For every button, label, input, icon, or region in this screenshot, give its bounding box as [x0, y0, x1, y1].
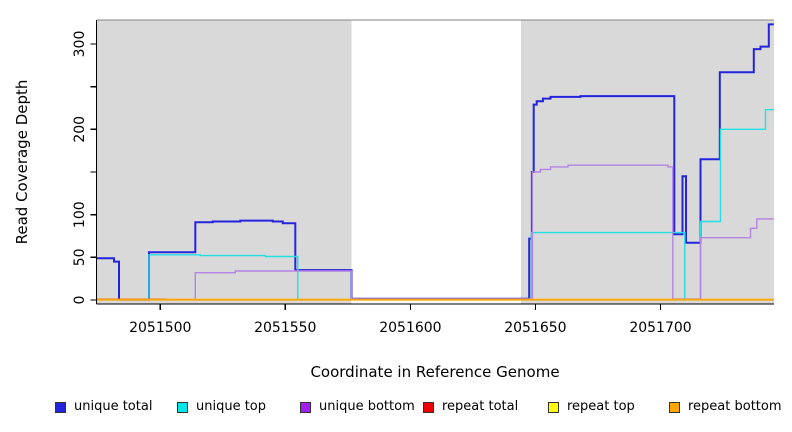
y-tick-label-50: 50 — [72, 248, 88, 266]
y-tick-label-0: 0 — [72, 296, 88, 305]
legend-label: repeat total — [442, 399, 519, 414]
series-unique-bottom — [96, 164, 774, 301]
x-tick-label-2051650: 2051650 — [504, 320, 566, 336]
legend-swatch-repeat-top — [548, 401, 559, 413]
x-tick-label-2051500: 2051500 — [129, 320, 191, 336]
x-axis-label: Coordinate in Reference Genome — [310, 363, 560, 381]
legend-label: repeat top — [567, 399, 635, 414]
shaded-region-1 — [96, 20, 352, 304]
legend-label: unique top — [196, 399, 267, 414]
legend-label: repeat bottom — [688, 399, 782, 414]
legend-label: unique bottom — [319, 399, 415, 414]
shaded-region-2 — [521, 20, 774, 304]
legend-swatch-unique-total — [55, 401, 66, 413]
legend-item-repeat-top: repeat top — [548, 399, 635, 415]
x-tick-label-2051700: 2051700 — [629, 320, 691, 336]
legend-item-unique-total: unique total — [55, 399, 152, 415]
y-tick-label-100: 100 — [72, 201, 88, 228]
legend-swatch-repeat-total — [423, 401, 434, 413]
legend-label: unique total — [74, 399, 153, 414]
x-tick-label-2051600: 2051600 — [379, 320, 441, 336]
legend: unique total unique top unique bottom repea… — [0, 399, 792, 421]
legend-item-repeat-bottom: repeat bottom — [669, 399, 782, 415]
legend-item-unique-top: unique top — [177, 399, 266, 415]
legend-swatch-repeat-bottom — [669, 401, 680, 413]
x-tick-label-2051550: 2051550 — [254, 320, 316, 336]
series-unique-top — [96, 109, 774, 301]
legend-item-unique-bottom: unique bottom — [300, 399, 415, 415]
legend-swatch-unique-bottom — [300, 401, 311, 413]
y-tick-label-200: 200 — [72, 116, 88, 143]
y-tick-label-300: 300 — [72, 31, 88, 58]
series-unique-total — [96, 23, 774, 301]
legend-swatch-unique-top — [177, 401, 188, 413]
coverage-plot-canvas: 0 50 100 200 300 2051500 2051550 2051600 2051650… — [72, 19, 774, 336]
legend-item-repeat-total: repeat total — [423, 399, 518, 415]
y-axis-label: Read Coverage Depth — [13, 79, 31, 245]
